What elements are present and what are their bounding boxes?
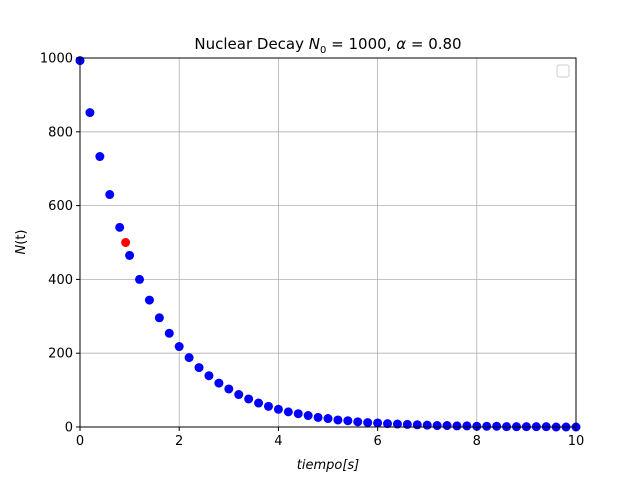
data-point [323, 414, 333, 424]
title-prefix: Nuclear Decay [194, 35, 308, 53]
data-point [234, 390, 244, 400]
data-point [254, 398, 264, 408]
data-point [105, 190, 115, 200]
y-tick-label: 200 [48, 347, 73, 362]
data-point [452, 421, 462, 431]
data-point [422, 420, 432, 430]
plot-frame [79, 57, 577, 428]
data-point [224, 384, 234, 394]
data-point [115, 222, 125, 232]
y-tick-label: 1000 [40, 52, 73, 67]
x-axis-label-word: tiempo [297, 458, 343, 473]
data-point [353, 417, 363, 427]
data-point [442, 421, 452, 431]
data-point [383, 419, 393, 429]
data-point [492, 421, 502, 431]
y-axis-label: N(t) [14, 230, 29, 255]
data-point [194, 363, 204, 373]
data-point [392, 419, 402, 429]
data-point [184, 353, 194, 363]
data-point [462, 421, 472, 431]
data-point [472, 421, 482, 431]
data-point [482, 421, 492, 431]
y-axis-label-symbol: N [14, 244, 29, 254]
chart-title: Nuclear Decay N0 = 1000, α = 0.80 [194, 35, 461, 56]
y-axis-label-arg: (t) [14, 230, 29, 245]
data-point [273, 404, 283, 414]
y-tick-label: 600 [48, 199, 73, 214]
title-n-subscript: 0 [320, 45, 326, 56]
x-tick-label: 10 [568, 434, 585, 449]
data-point [135, 274, 145, 284]
x-axis-label-unit: [s] [342, 458, 359, 473]
x-tick-label: 2 [175, 434, 183, 449]
x-axis-label: tiempo[s] [297, 458, 360, 473]
axis-ticks: 0 2 4 6 8 10 0 200 400 600 800 1000 [40, 52, 584, 450]
x-tick-label: 0 [76, 434, 84, 449]
data-point [363, 418, 373, 428]
data-point [283, 407, 293, 417]
y-tick-label: 400 [48, 273, 73, 288]
data-point [204, 371, 214, 381]
title-alpha-symbol: α [396, 35, 406, 53]
data-point [402, 419, 412, 429]
data-point [293, 409, 303, 419]
data-point [125, 250, 135, 260]
half-life-point [121, 238, 131, 247]
y-tick-label: 800 [48, 125, 73, 140]
x-tick-label: 8 [473, 434, 481, 449]
y-tick-label: 0 [65, 421, 73, 436]
data-point [303, 411, 313, 421]
title-alpha-value: = 0.80 [406, 35, 462, 53]
data-point [95, 152, 105, 162]
title-n-symbol: N [309, 35, 320, 53]
data-point [244, 394, 254, 404]
x-tick-label: 4 [274, 434, 282, 449]
data-point [263, 401, 273, 411]
data-point [432, 421, 442, 431]
data-point [214, 378, 224, 388]
x-tick-label: 6 [373, 434, 381, 449]
data-point [343, 416, 353, 426]
data-point [313, 412, 323, 422]
title-n-value: = 1000, [326, 35, 396, 53]
data-point [174, 342, 184, 352]
legend-box [556, 64, 570, 78]
data-point [333, 415, 343, 425]
data-point [164, 328, 174, 338]
data-point [154, 313, 164, 323]
data-point [412, 420, 422, 430]
data-point [373, 418, 383, 428]
data-point [144, 295, 154, 305]
data-point [85, 108, 95, 118]
